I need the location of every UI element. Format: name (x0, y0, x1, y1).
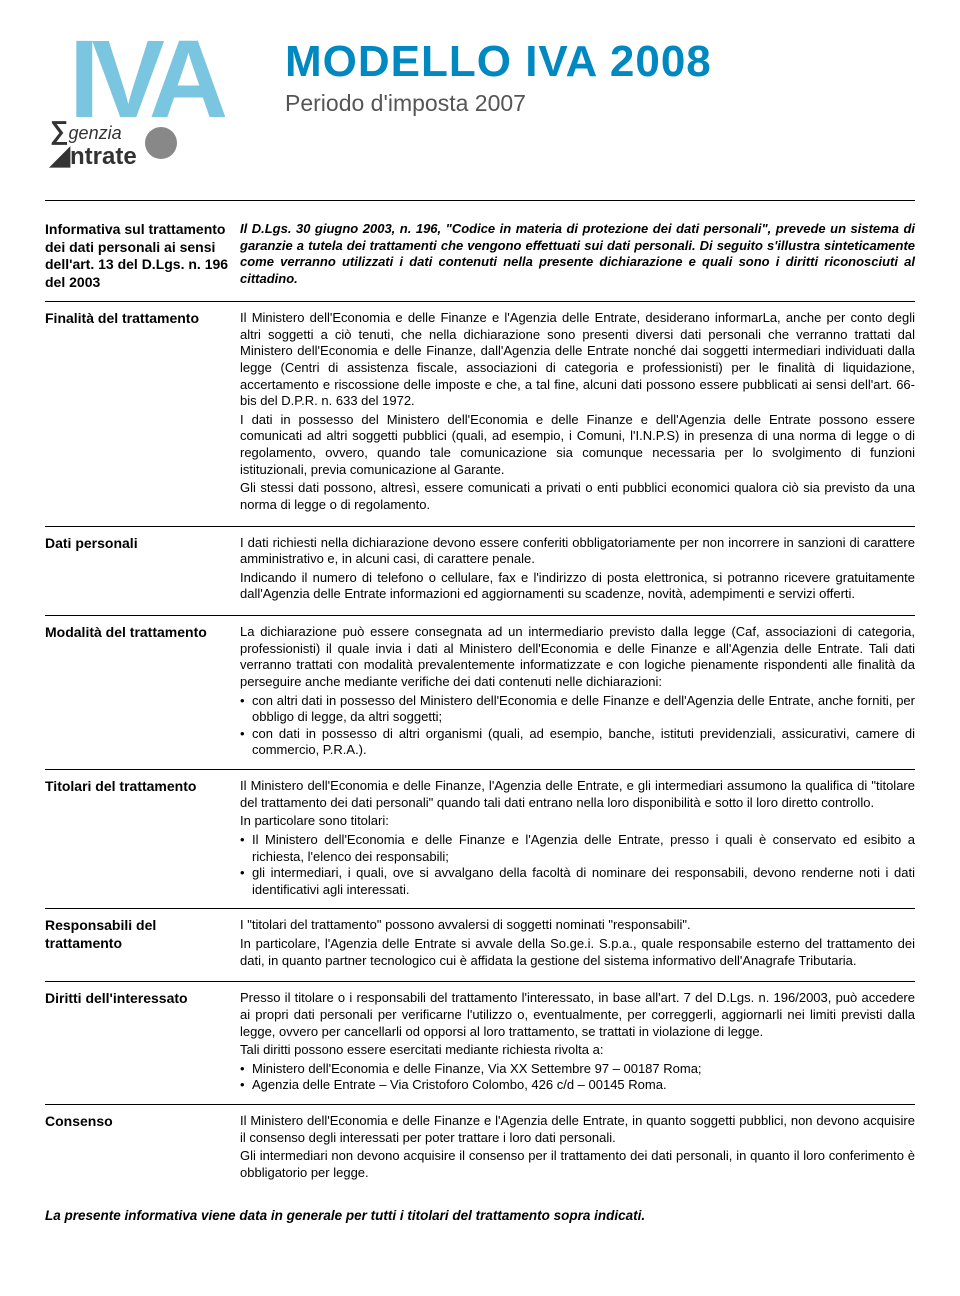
section-paragraph: Il Ministero dell'Economia e delle Finan… (240, 310, 915, 410)
section-label: Finalità del trattamento (45, 310, 240, 516)
section-label: Responsabili del trattamento (45, 917, 240, 971)
bullet-item: Ministero dell'Economia e delle Finanze,… (240, 1061, 915, 1078)
section-label: Diritti dell'interessato (45, 990, 240, 1094)
agency-line1: genzia (69, 123, 122, 143)
agency-logo: ∑genzia ◢ntrate (50, 118, 177, 169)
section-paragraph: La dichiarazione può essere consegnata a… (240, 624, 915, 691)
section-paragraph: Presso il titolare o i responsabili del … (240, 990, 915, 1040)
sections-container: Informativa sul trattamento dei dati per… (45, 213, 915, 1194)
section-row: ConsensoIl Ministero dell'Economia e del… (45, 1105, 915, 1194)
section-row: Titolari del trattamentoIl Ministero del… (45, 770, 915, 909)
section-row: Responsabili del trattamentoI "titolari … (45, 909, 915, 982)
section-paragraph: Tali diritti possono essere esercitati m… (240, 1042, 915, 1059)
section-paragraph: Indicando il numero di telefono o cellul… (240, 570, 915, 603)
section-paragraph: Gli intermediari non devono acquisire il… (240, 1148, 915, 1181)
section-body: Presso il titolare o i responsabili del … (240, 990, 915, 1094)
agency-name: ∑genzia ◢ntrate (50, 118, 137, 169)
section-label: Consenso (45, 1113, 240, 1184)
state-emblem-icon (145, 127, 177, 159)
header-divider (45, 200, 915, 201)
section-paragraph: Il D.Lgs. 30 giugno 2003, n. 196, "Codic… (240, 221, 915, 288)
section-paragraph: Il Ministero dell'Economia e delle Finan… (240, 1113, 915, 1146)
section-label: Modalità del trattamento (45, 624, 240, 759)
section-body: Il Ministero dell'Economia e delle Finan… (240, 1113, 915, 1184)
section-body: Il D.Lgs. 30 giugno 2003, n. 196, "Codic… (240, 221, 915, 291)
bullet-item: Il Ministero dell'Economia e delle Finan… (240, 832, 915, 865)
subtitle: Periodo d'imposta 2007 (285, 90, 712, 117)
section-label: Dati personali (45, 535, 240, 606)
section-row: Informativa sul trattamento dei dati per… (45, 213, 915, 302)
section-row: Dati personaliI dati richiesti nella dic… (45, 527, 915, 617)
bullet-list: Il Ministero dell'Economia e delle Finan… (240, 832, 915, 899)
section-body: Il Ministero dell'Economia e delle Finan… (240, 310, 915, 516)
section-row: Diritti dell'interessatoPresso il titola… (45, 982, 915, 1105)
footer-note: La presente informativa viene data in ge… (45, 1208, 915, 1223)
main-title: MODELLO IVA 2008 (285, 40, 712, 84)
section-paragraph: Gli stessi dati possono, altresì, essere… (240, 480, 915, 513)
section-paragraph: I dati in possesso del Ministero dell'Ec… (240, 412, 915, 479)
bullet-item: gli intermediari, i quali, ove si avvalg… (240, 865, 915, 898)
section-paragraph: Il Ministero dell'Economia e delle Finan… (240, 778, 915, 811)
section-body: I "titolari del trattamento" possono avv… (240, 917, 915, 971)
bullet-list: Ministero dell'Economia e delle Finanze,… (240, 1061, 915, 1094)
section-row: Finalità del trattamentoIl Ministero del… (45, 302, 915, 527)
title-block: MODELLO IVA 2008 Periodo d'imposta 2007 (285, 30, 712, 117)
section-row: Modalità del trattamentoLa dichiarazione… (45, 616, 915, 770)
agency-line2: ntrate (70, 143, 137, 170)
bullet-list: con altri dati in possesso del Ministero… (240, 693, 915, 760)
section-label: Informativa sul trattamento dei dati per… (45, 221, 240, 291)
page-header: IVA ∑genzia ◢ntrate MODELLO IVA 2008 Per… (45, 30, 915, 170)
section-paragraph: In particolare, l'Agenzia delle Entrate … (240, 936, 915, 969)
bullet-item: Agenzia delle Entrate – Via Cristoforo C… (240, 1077, 915, 1094)
section-paragraph: In particolare sono titolari: (240, 813, 915, 830)
bullet-item: con dati in possesso di altri organismi … (240, 726, 915, 759)
section-body: La dichiarazione può essere consegnata a… (240, 624, 915, 759)
section-body: I dati richiesti nella dichiarazione dev… (240, 535, 915, 606)
section-label: Titolari del trattamento (45, 778, 240, 898)
section-body: Il Ministero dell'Economia e delle Finan… (240, 778, 915, 898)
section-paragraph: I "titolari del trattamento" possono avv… (240, 917, 915, 934)
bullet-item: con altri dati in possesso del Ministero… (240, 693, 915, 726)
logo-block: IVA ∑genzia ◢ntrate (45, 30, 240, 170)
section-paragraph: I dati richiesti nella dichiarazione dev… (240, 535, 915, 568)
